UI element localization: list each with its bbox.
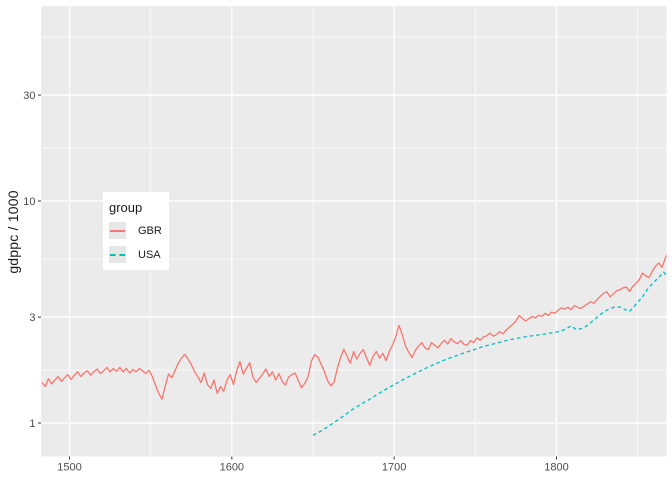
legend-key-usa xyxy=(109,246,126,263)
svg-text:1: 1 xyxy=(29,418,35,430)
usa-line xyxy=(312,271,667,436)
axis-ticks xyxy=(38,94,557,460)
svg-text:10: 10 xyxy=(23,196,35,208)
legend-item-usa: USA xyxy=(109,246,164,263)
axis-tick-labels: 1500 1600 1700 1800 1 3 10 30 xyxy=(23,90,568,474)
svg-text:30: 30 xyxy=(23,90,35,102)
minor-gridlines xyxy=(41,6,667,457)
legend: group GBR USA xyxy=(103,192,169,270)
legend-item-gbr: GBR xyxy=(109,222,164,239)
legend-key-gbr xyxy=(109,222,126,239)
gbr-line xyxy=(41,254,667,400)
svg-text:1500: 1500 xyxy=(57,462,81,474)
legend-label-gbr: GBR xyxy=(138,224,162,237)
y-axis-title: gdppc / 1000 xyxy=(5,190,21,274)
legend-label-usa: USA xyxy=(138,248,161,261)
svg-text:1700: 1700 xyxy=(382,462,406,474)
svg-text:1800: 1800 xyxy=(544,462,568,474)
svg-text:1600: 1600 xyxy=(220,462,244,474)
usa-line-sample-icon xyxy=(110,253,125,256)
svg-text:3: 3 xyxy=(29,312,35,324)
gbr-line-sample-icon xyxy=(110,229,125,232)
legend-title: group xyxy=(109,200,143,215)
